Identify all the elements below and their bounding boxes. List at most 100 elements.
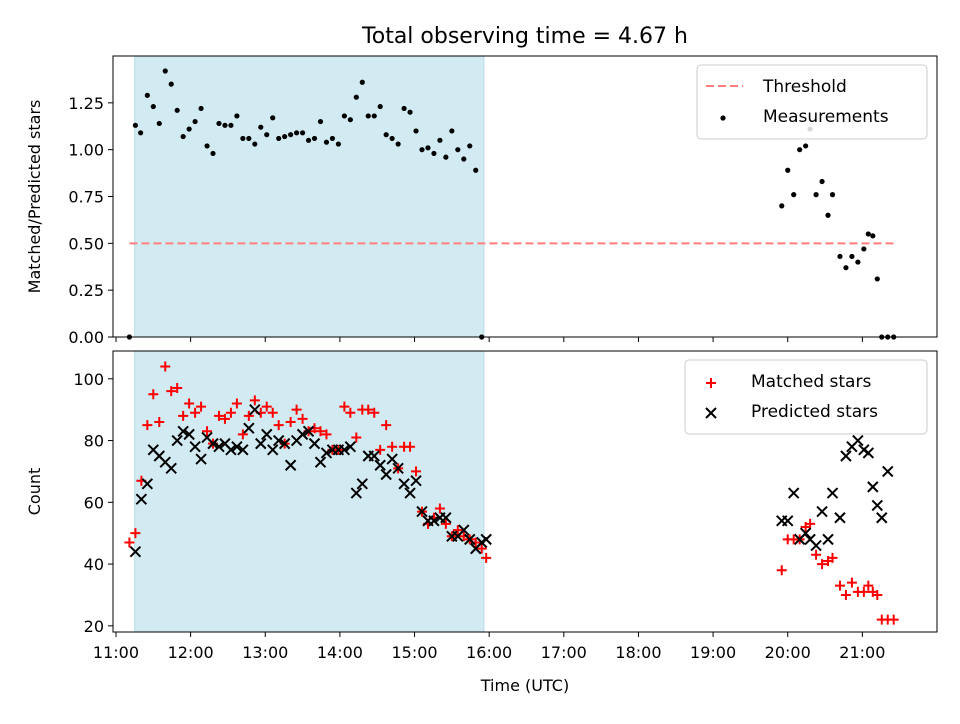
- data-point: [195, 453, 207, 465]
- data-point: [862, 447, 875, 459]
- data-point: [888, 614, 899, 625]
- data-point: [455, 147, 461, 153]
- x-tick-label: 16:00: [466, 643, 512, 662]
- legend-label: Matched stars: [751, 372, 871, 392]
- data-point: [882, 465, 894, 478]
- y-tick-label: 1.25: [68, 94, 104, 113]
- data-point: [177, 425, 189, 437]
- y-tick-label: 0.75: [68, 188, 104, 207]
- data-point: [837, 253, 843, 260]
- data-point: [204, 143, 210, 149]
- data-point: [431, 150, 437, 157]
- data-point: [296, 428, 309, 441]
- data-point: [386, 453, 398, 465]
- data-point: [863, 580, 874, 591]
- data-point: [315, 426, 326, 437]
- data-point: [202, 426, 213, 437]
- data-point: [404, 487, 416, 499]
- data-point: [374, 459, 386, 471]
- data-point: [876, 512, 888, 524]
- data-point: [196, 401, 207, 412]
- data-point: [872, 589, 883, 600]
- data-point: [150, 103, 156, 110]
- data-point: [314, 456, 327, 468]
- axes-frame: [112, 350, 938, 633]
- legend-label: Predicted stars: [751, 402, 878, 422]
- data-point: [168, 81, 174, 87]
- data-point: [299, 130, 306, 136]
- data-point: [368, 450, 380, 462]
- data-point: [799, 527, 812, 539]
- data-point: [142, 420, 153, 431]
- data-point: [132, 122, 138, 128]
- data-point: [258, 124, 264, 130]
- data-point: [171, 434, 183, 447]
- data-point: [129, 546, 142, 558]
- data-point: [785, 167, 791, 173]
- data-point: [207, 437, 219, 450]
- data-point: [160, 361, 171, 372]
- legend-marker: [705, 407, 717, 419]
- x-tick-label: 20:00: [765, 643, 811, 662]
- data-point: [452, 525, 463, 536]
- data-point: [829, 192, 836, 198]
- data-point: [434, 503, 445, 514]
- data-point: [819, 178, 825, 185]
- data-point: [339, 401, 350, 412]
- data-point: [270, 115, 276, 121]
- y-tick-label: 20: [84, 617, 104, 636]
- data-point: [347, 117, 353, 123]
- data-point: [810, 539, 822, 552]
- data-point: [380, 468, 392, 481]
- data-point: [353, 94, 359, 100]
- data-point: [335, 141, 342, 147]
- data-point: [440, 512, 452, 524]
- data-point: [278, 437, 291, 450]
- data-point: [141, 478, 154, 490]
- data-point: [252, 141, 258, 147]
- data-point: [172, 383, 183, 394]
- data-point: [473, 167, 479, 173]
- legend-label: Threshold: [762, 77, 847, 97]
- x-tick-label: 15:00: [391, 643, 437, 662]
- data-point: [338, 444, 351, 456]
- observing-window-span: [134, 350, 485, 633]
- data-point: [356, 478, 368, 490]
- data-point: [291, 404, 302, 415]
- y-tick-label: 1.00: [68, 141, 104, 160]
- data-point: [440, 518, 451, 529]
- data-point: [246, 135, 252, 142]
- data-point: [213, 410, 224, 421]
- y-tick-label: 0.25: [68, 281, 104, 300]
- legend-marker: [720, 115, 726, 121]
- data-point: [811, 549, 822, 560]
- data-point: [392, 462, 404, 475]
- data-point: [225, 407, 236, 418]
- data-point: [834, 512, 846, 524]
- x-tick-label: 18:00: [615, 643, 661, 662]
- data-point: [302, 425, 315, 437]
- data-point: [240, 135, 246, 142]
- data-point: [234, 113, 240, 119]
- y-tick-label: 40: [84, 555, 104, 574]
- data-point: [840, 450, 852, 462]
- data-point: [871, 499, 883, 512]
- data-point: [825, 212, 831, 218]
- data-point: [186, 126, 192, 132]
- data-point: [308, 437, 321, 450]
- data-point: [398, 478, 410, 490]
- data-point: [165, 462, 177, 475]
- data-point: [416, 505, 428, 518]
- data-point: [425, 145, 431, 151]
- data-point: [363, 404, 374, 415]
- data-point: [787, 487, 800, 499]
- data-point: [389, 135, 395, 142]
- data-point: [840, 589, 851, 600]
- data-point: [480, 533, 492, 546]
- x-tick-label: 12:00: [168, 643, 214, 662]
- data-point: [826, 487, 839, 499]
- data-point: [174, 107, 180, 113]
- data-point: [344, 441, 357, 453]
- y-tick-label: 60: [84, 493, 104, 512]
- data-point: [816, 505, 828, 518]
